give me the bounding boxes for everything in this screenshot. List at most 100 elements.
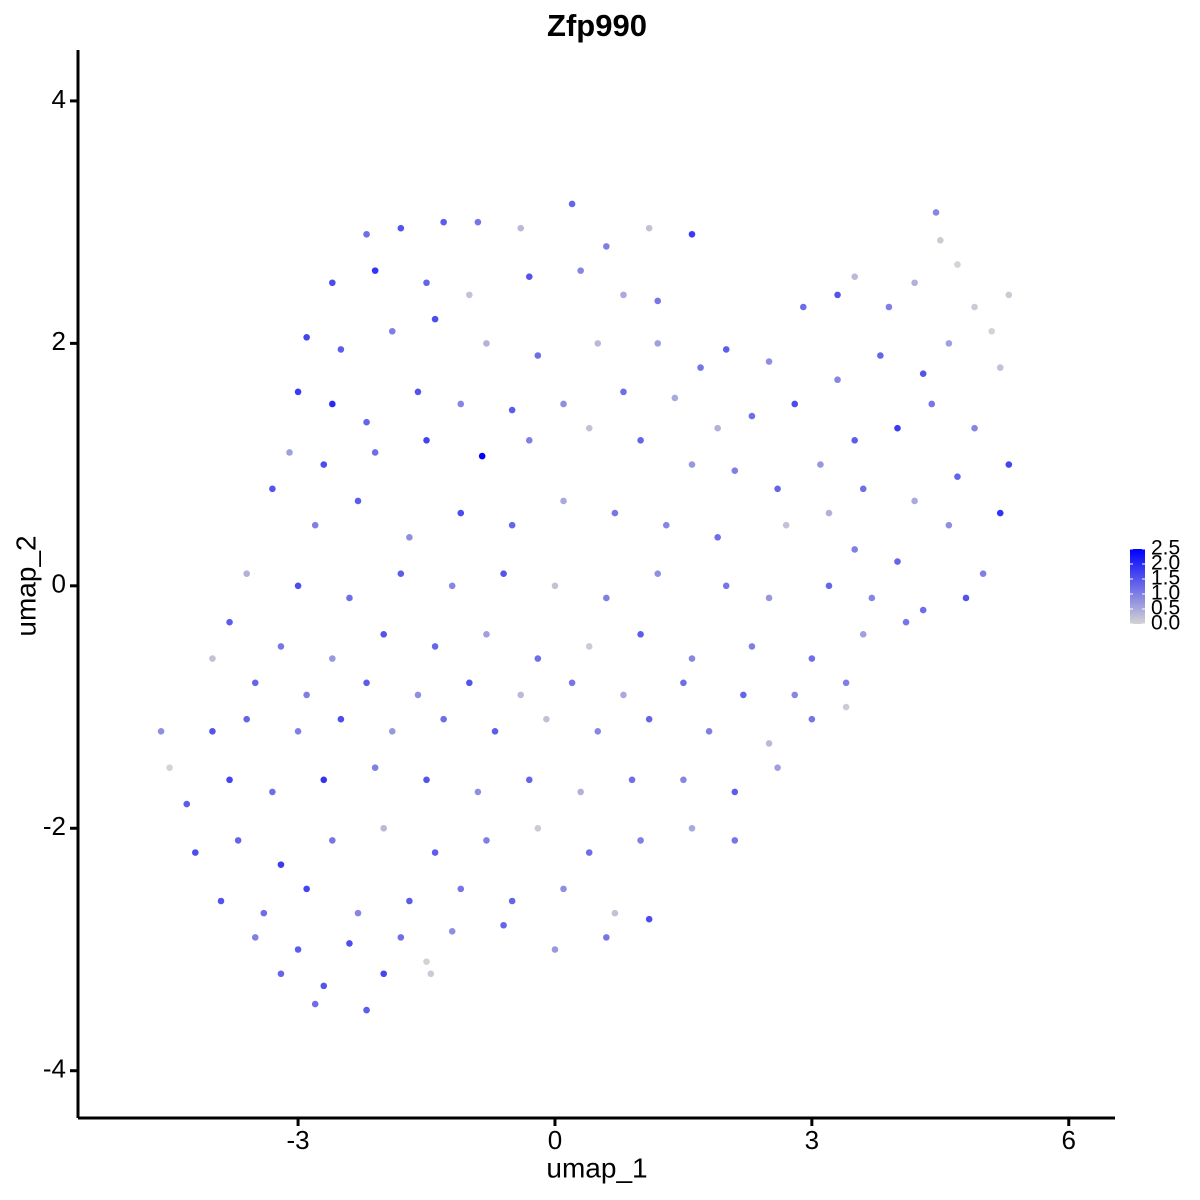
colorbar-label: 0.5 <box>1151 597 1180 620</box>
point <box>209 655 216 662</box>
point <box>157 727 165 735</box>
point <box>534 352 542 359</box>
y-tick-label: 0 <box>52 569 66 599</box>
point <box>260 909 268 917</box>
point <box>388 327 396 335</box>
point <box>800 303 807 311</box>
point <box>748 412 756 420</box>
point <box>423 776 430 784</box>
point <box>277 643 285 650</box>
point <box>457 885 465 893</box>
point <box>500 921 507 929</box>
point <box>209 727 216 735</box>
point <box>448 928 456 935</box>
point <box>722 582 730 590</box>
point <box>919 370 927 377</box>
point <box>932 209 940 216</box>
point <box>748 643 756 650</box>
point <box>945 340 953 347</box>
point <box>431 849 439 856</box>
x-tick-label: -3 <box>287 1125 310 1155</box>
point <box>662 521 670 529</box>
point <box>457 509 465 517</box>
point <box>765 358 773 365</box>
point <box>782 521 790 529</box>
point <box>585 643 593 650</box>
point <box>654 570 662 577</box>
point <box>508 406 516 414</box>
point <box>645 224 653 232</box>
point <box>568 679 576 687</box>
point <box>791 400 799 408</box>
point <box>423 958 430 965</box>
point <box>525 273 533 280</box>
point <box>217 897 225 905</box>
point <box>603 934 610 941</box>
point <box>611 509 619 517</box>
point <box>440 715 447 723</box>
point <box>406 534 413 541</box>
point <box>825 582 833 590</box>
point <box>406 897 413 905</box>
point <box>894 558 901 565</box>
point <box>397 570 405 577</box>
point <box>303 691 310 699</box>
point <box>585 424 593 432</box>
point <box>346 940 353 947</box>
point <box>234 837 242 844</box>
point <box>371 449 379 456</box>
point <box>320 982 328 990</box>
point <box>851 437 858 444</box>
point <box>423 279 430 287</box>
point <box>440 218 447 226</box>
point <box>911 497 918 505</box>
point <box>277 861 285 868</box>
point <box>354 497 362 505</box>
point <box>885 303 893 311</box>
point <box>363 230 370 238</box>
y-tick-label: 4 <box>52 84 66 114</box>
point <box>192 849 199 856</box>
point <box>851 546 858 553</box>
point <box>688 230 696 238</box>
point <box>825 509 833 517</box>
point <box>851 273 858 280</box>
point <box>423 437 430 444</box>
point <box>722 346 730 353</box>
point <box>962 594 970 602</box>
point <box>842 703 850 711</box>
point <box>466 291 473 299</box>
point <box>731 837 739 844</box>
point <box>551 582 559 590</box>
point <box>320 776 328 784</box>
point <box>834 376 841 384</box>
point <box>483 631 490 638</box>
point <box>911 279 918 287</box>
point <box>508 897 516 905</box>
point <box>183 800 191 808</box>
point <box>765 594 773 602</box>
colorbar-label: 2.0 <box>1151 552 1180 575</box>
point <box>620 291 627 299</box>
point <box>637 837 644 844</box>
point <box>1005 291 1013 299</box>
point <box>620 388 627 396</box>
point <box>478 452 486 460</box>
x-tick-label: 3 <box>805 1125 819 1155</box>
point <box>311 1000 319 1008</box>
point <box>251 934 259 941</box>
point <box>525 776 533 784</box>
point <box>577 267 584 274</box>
y-tick-label: -4 <box>43 1054 66 1084</box>
point <box>594 340 602 347</box>
point <box>371 764 379 771</box>
point <box>534 824 542 832</box>
point <box>294 946 302 953</box>
point <box>294 727 302 735</box>
point <box>397 224 405 232</box>
point <box>414 691 422 699</box>
point <box>808 655 816 662</box>
point <box>996 509 1004 517</box>
point <box>859 485 867 493</box>
